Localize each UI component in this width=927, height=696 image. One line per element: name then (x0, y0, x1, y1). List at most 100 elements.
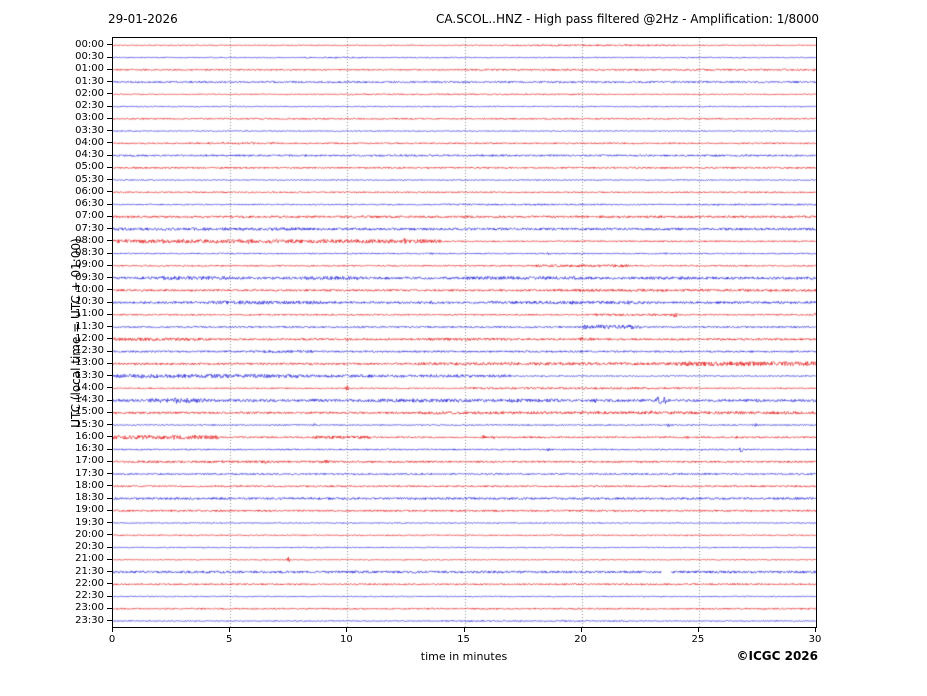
y-tick-label: 07:00 (75, 210, 104, 222)
x-tick-label: 15 (457, 634, 470, 645)
y-tick-mark (107, 534, 112, 536)
x-tick-label: 30 (808, 634, 822, 645)
y-tick-label: 13:00 (75, 357, 104, 369)
y-tick-label: 12:30 (75, 345, 104, 357)
y-tick-mark (107, 448, 112, 450)
y-tick-mark (107, 607, 112, 609)
plot-frame (112, 37, 817, 628)
y-tick-label: 16:30 (75, 443, 104, 454)
y-tick-label: 15:30 (75, 418, 104, 430)
y-tick-mark (107, 301, 112, 303)
y-tick-label: 22:30 (75, 590, 104, 601)
x-tick-label: 0 (108, 634, 116, 645)
y-tick-label: 02:00 (75, 87, 104, 99)
x-tick-mark (815, 628, 816, 632)
x-tick-mark (580, 628, 582, 632)
y-tick-mark (107, 362, 112, 364)
y-tick-mark (107, 215, 112, 217)
y-tick-label: 09:00 (75, 259, 104, 271)
y-tick-label: 00:30 (75, 51, 104, 63)
y-tick-label: 01:00 (75, 63, 104, 75)
y-tick-mark (107, 56, 112, 58)
y-tick-label: 07:30 (75, 222, 104, 234)
y-tick-mark (107, 313, 112, 315)
y-tick-label: 02:30 (75, 100, 104, 112)
y-tick-mark (107, 191, 112, 193)
y-tick-label: 20:00 (75, 528, 104, 540)
x-axis-label: time in minutes (420, 650, 508, 663)
plot-date: 29-01-2026 (108, 12, 178, 26)
y-tick-mark (107, 411, 112, 413)
y-tick-label: 06:30 (75, 198, 104, 210)
y-tick-mark (107, 473, 112, 474)
y-tick-mark (107, 497, 112, 499)
y-tick-label: 06:00 (75, 185, 104, 197)
y-tick-label: 03:00 (75, 112, 104, 124)
y-tick-label: 19:00 (75, 504, 104, 516)
y-tick-mark (107, 583, 112, 585)
y-tick-mark (107, 93, 112, 95)
y-tick-label: 10:00 (75, 283, 104, 295)
y-tick-mark (107, 179, 112, 181)
y-tick-mark (107, 399, 112, 401)
y-tick-label: 16:00 (75, 430, 104, 442)
y-tick-label: 03:30 (75, 124, 104, 136)
y-tick-mark (107, 240, 112, 242)
y-tick-mark (107, 289, 112, 291)
y-tick-mark (107, 436, 112, 438)
y-tick-label: 12:00 (75, 332, 104, 344)
y-tick-mark (107, 558, 112, 560)
y-tick-mark (107, 203, 112, 205)
y-tick-mark (107, 264, 112, 266)
y-tick-label: 04:00 (75, 136, 104, 148)
x-tick-mark (229, 628, 231, 632)
y-tick-label: 00:00 (75, 38, 104, 50)
copyright-credit: ©ICGC 2026 (736, 649, 818, 663)
y-tick-mark (107, 485, 112, 487)
y-tick-mark (107, 252, 112, 254)
y-tick-label: 14:30 (75, 394, 104, 406)
y-tick-label: 17:00 (75, 455, 104, 467)
y-tick-label: 18:00 (75, 479, 104, 491)
y-tick-mark (107, 117, 112, 119)
y-tick-label: 17:30 (75, 467, 104, 479)
y-tick-label: 09:30 (75, 271, 104, 283)
y-tick-label: 10:30 (75, 296, 104, 308)
y-tick-mark (107, 546, 112, 548)
y-tick-mark (107, 338, 112, 340)
y-tick-mark (107, 620, 112, 621)
y-tick-mark (107, 105, 112, 107)
y-tick-mark (107, 130, 112, 132)
y-tick-mark (107, 375, 112, 377)
y-tick-label: 23:30 (75, 614, 104, 626)
y-tick-label: 20:30 (75, 541, 104, 552)
y-tick-mark (107, 68, 112, 70)
plot-title: CA.SCOL..HNZ - High pass filtered @2Hz -… (436, 12, 819, 26)
x-tick-label: 25 (691, 634, 705, 645)
x-tick-label: 5 (225, 634, 233, 645)
y-tick-label: 04:30 (75, 149, 104, 161)
y-tick-mark (107, 509, 112, 511)
y-tick-mark (107, 142, 112, 144)
y-tick-label: 13:30 (75, 369, 104, 381)
y-tick-label: 08:30 (75, 247, 104, 259)
y-tick-label: 21:00 (75, 553, 104, 565)
y-tick-mark (107, 81, 112, 83)
y-tick-label: 22:00 (75, 577, 104, 589)
y-tick-mark (107, 387, 112, 389)
y-tick-mark (107, 595, 112, 597)
y-tick-mark (107, 277, 112, 279)
x-tick-mark (346, 628, 348, 632)
x-tick-mark (463, 628, 465, 632)
y-tick-mark (107, 228, 112, 230)
y-tick-label: 23:00 (75, 602, 104, 614)
y-tick-mark (107, 154, 112, 156)
y-tick-mark (107, 571, 112, 572)
y-tick-label: 05:30 (75, 173, 104, 185)
x-tick-mark (697, 628, 699, 632)
y-tick-label: 14:00 (75, 381, 104, 393)
x-tick-mark (112, 628, 113, 632)
y-tick-label: 19:30 (75, 516, 104, 528)
y-tick-mark (107, 326, 112, 328)
